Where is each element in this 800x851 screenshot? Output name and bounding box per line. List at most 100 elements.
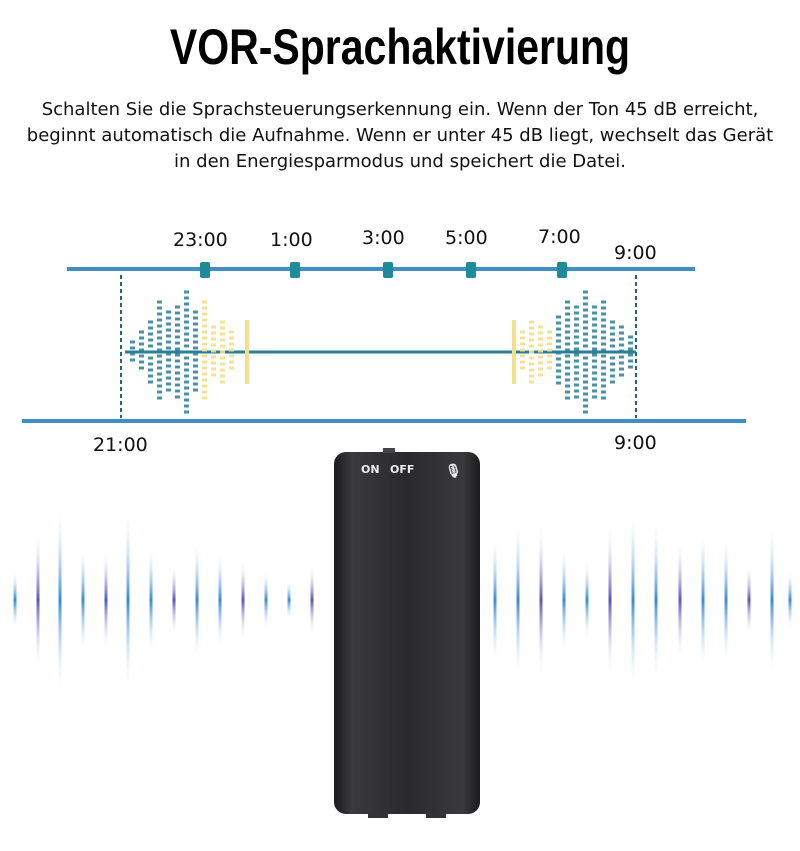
equalizer-bar <box>583 356 588 360</box>
sound-wave-line <box>608 525 612 675</box>
equalizer-bar <box>529 326 534 330</box>
equalizer-bar <box>202 360 207 364</box>
equalizer-bar <box>601 306 606 310</box>
equalizer-bar <box>157 396 162 400</box>
equalizer-bar <box>148 362 153 366</box>
equalizer-bar <box>574 371 579 375</box>
equalizer-bar <box>520 348 525 352</box>
sound-wave-line <box>678 540 682 660</box>
sound-wave-line <box>631 510 635 690</box>
equalizer-bar <box>583 362 588 366</box>
equalizer-bar <box>610 374 615 378</box>
equalizer-bar <box>547 348 552 352</box>
equalizer-bar <box>166 388 171 392</box>
sound-wave-line <box>58 505 62 695</box>
equalizer-bar <box>592 395 597 399</box>
equalizer-bar <box>148 338 153 342</box>
equalizer-bar <box>601 300 606 304</box>
equalizer-bar <box>601 348 606 352</box>
equalizer-bar <box>139 330 144 334</box>
sound-wave-line <box>585 560 589 640</box>
equalizer-bar <box>166 310 171 314</box>
equalizer-bar <box>193 328 198 332</box>
timeline-marker <box>557 262 567 278</box>
equalizer-bar <box>583 380 588 384</box>
equalizer-bar <box>175 371 180 375</box>
equalizer-bar <box>193 388 198 392</box>
sound-wave-line <box>788 570 792 630</box>
equalizer-bar <box>601 312 606 316</box>
equalizer-bar <box>211 355 216 359</box>
equalizer-bar <box>175 365 180 369</box>
equalizer-bar <box>157 330 162 334</box>
equalizer-bar <box>166 382 171 386</box>
equalizer-bar <box>592 347 597 351</box>
equalizer-bar <box>166 352 171 356</box>
equalizer-bar <box>184 398 189 402</box>
equalizer-bar <box>610 326 615 330</box>
equalizer-bar <box>148 326 153 330</box>
equalizer-bar <box>184 362 189 366</box>
equalizer-bar <box>220 320 225 324</box>
equalizer-bar <box>166 358 171 362</box>
equalizer-bar <box>202 330 207 334</box>
equalizer-bar <box>193 346 198 350</box>
equalizer-bar <box>529 350 534 354</box>
equalizer-bar <box>229 330 234 334</box>
equalizer-bar <box>211 343 216 347</box>
equalizer-bar <box>556 369 561 373</box>
equalizer-bar <box>175 359 180 363</box>
equalizer-bar <box>556 351 561 355</box>
equalizer-bar <box>220 368 225 372</box>
equalizer-bar <box>229 354 234 358</box>
timeline-marker <box>466 262 476 278</box>
sound-wave-line <box>264 570 268 630</box>
timeline-marker <box>200 262 210 278</box>
equalizer-bar <box>556 345 561 349</box>
equalizer-bar <box>574 353 579 357</box>
sound-wave-line <box>562 545 566 655</box>
equalizer-bar <box>565 324 570 328</box>
equalizer-bar <box>211 367 216 371</box>
sound-wave-line <box>36 530 40 670</box>
equalizer-bar <box>529 320 534 324</box>
equalizer-bar <box>166 376 171 380</box>
equalizer-bar <box>565 306 570 310</box>
equalizer-bar <box>565 378 570 382</box>
equalizer-bar <box>601 384 606 388</box>
equalizer-bar <box>211 349 216 353</box>
time-label-top: 1:00 <box>270 229 313 251</box>
equalizer-bar <box>184 350 189 354</box>
equalizer-bar <box>592 311 597 315</box>
equalizer-bar <box>184 344 189 348</box>
equalizer-bar <box>184 302 189 306</box>
equalizer-bar <box>610 320 615 324</box>
equalizer-bar <box>148 350 153 354</box>
equalizer-bar <box>211 325 216 329</box>
equalizer-bar <box>601 372 606 376</box>
equalizer-bar <box>565 360 570 364</box>
equalizer-bar <box>583 344 588 348</box>
equalizer-bar <box>529 362 534 366</box>
equalizer-bar <box>193 358 198 362</box>
equalizer-bar <box>202 312 207 316</box>
equalizer-bar <box>601 342 606 346</box>
equalizer-bar <box>574 377 579 381</box>
equalizer-bar <box>592 389 597 393</box>
equalizer-bar <box>193 364 198 368</box>
equalizer-bar <box>175 383 180 387</box>
equalizer-bar <box>148 368 153 372</box>
equalizer-bar <box>565 372 570 376</box>
sound-wave-line <box>241 560 245 640</box>
equalizer-bar <box>556 339 561 343</box>
equalizer-bar <box>529 332 534 336</box>
equalizer-bar <box>202 396 207 400</box>
equalizer-bar <box>130 340 135 344</box>
equalizer-bar <box>211 361 216 365</box>
equalizer-bar <box>202 300 207 304</box>
equalizer-bar <box>538 373 543 377</box>
equalizer-bar <box>157 312 162 316</box>
timeline-marker <box>290 262 300 278</box>
equalizer-bar <box>520 330 525 334</box>
